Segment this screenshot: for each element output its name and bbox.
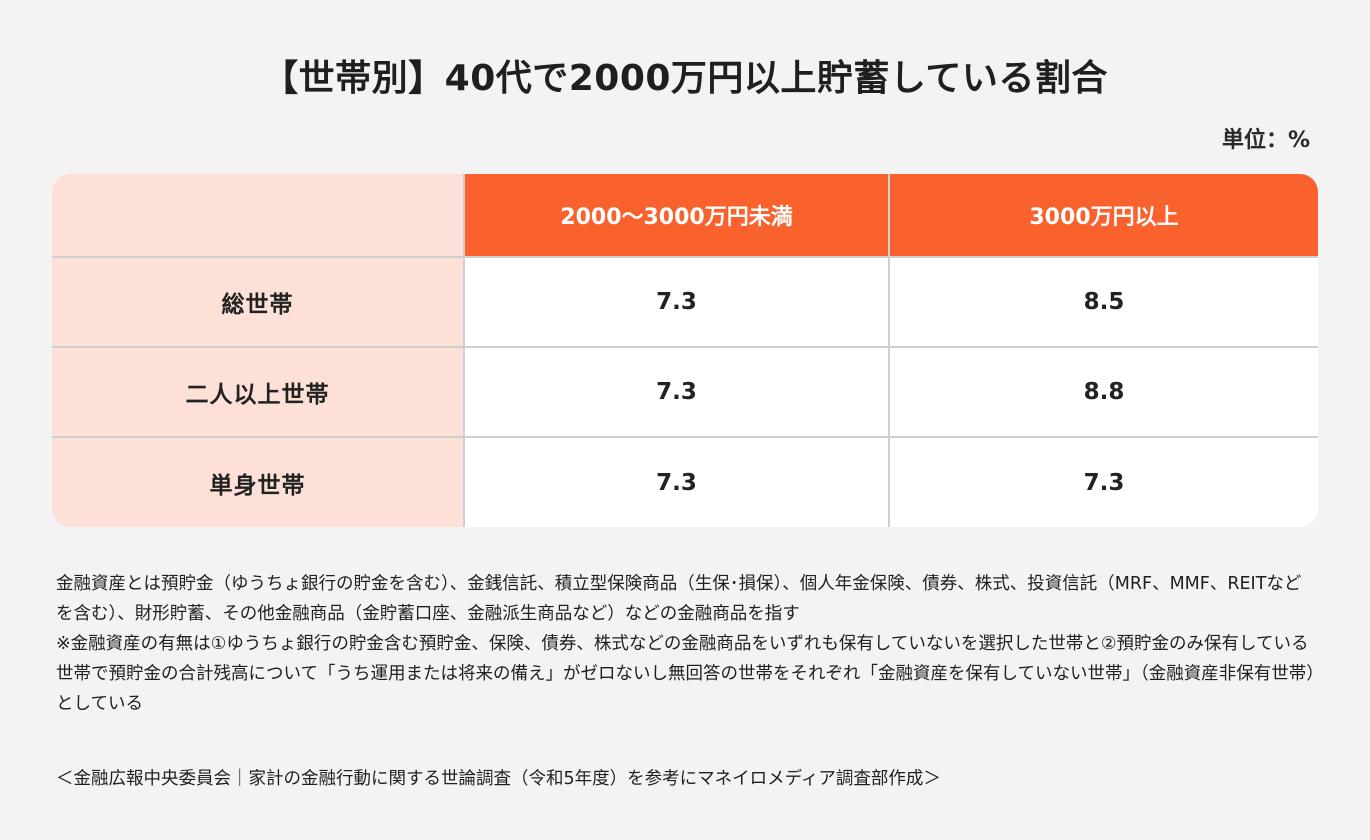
table-cell: 7.3 [465, 438, 890, 527]
footnotes: 金融資産とは預貯金（ゆうちょ銀行の貯金を含む）、金銭信託、積立型保険商品（生保･… [56, 569, 1318, 719]
table-cell: 8.8 [890, 348, 1318, 438]
unit-label: 単位：% [1221, 128, 1310, 153]
table-cell: 8.5 [890, 258, 1318, 348]
table-corner-cell [52, 174, 465, 258]
page-title: 【世帯別】40代で2000万円以上貯蓄している割合 [262, 58, 1108, 99]
table-cell: 7.3 [465, 258, 890, 348]
footnote-asset-criteria: ※金融資産の有無は①ゆうちょ銀行の貯金含む預貯金、保険、債券、株式などの金融商品… [56, 634, 1315, 714]
table-cell: 7.3 [890, 438, 1318, 527]
footnote-definition: 金融資産とは預貯金（ゆうちょ銀行の貯金を含む）、金銭信託、積立型保険商品（生保･… [56, 574, 1302, 624]
column-header-2000-3000: 2000〜3000万円未満 [465, 174, 890, 258]
table-cell: 7.3 [465, 348, 890, 438]
data-table: 2000〜3000万円未満 3000万円以上 総世帯 7.3 8.5 二人以上世… [52, 174, 1318, 527]
column-header-3000-plus: 3000万円以上 [890, 174, 1318, 258]
row-header-single-households: 単身世帯 [52, 438, 465, 527]
row-header-total-households: 総世帯 [52, 258, 465, 348]
row-header-two-plus-households: 二人以上世帯 [52, 348, 465, 438]
source-citation: ＜金融広報中央委員会｜家計の金融行動に関する世論調査（令和5年度）を参考にマネイ… [56, 769, 941, 789]
